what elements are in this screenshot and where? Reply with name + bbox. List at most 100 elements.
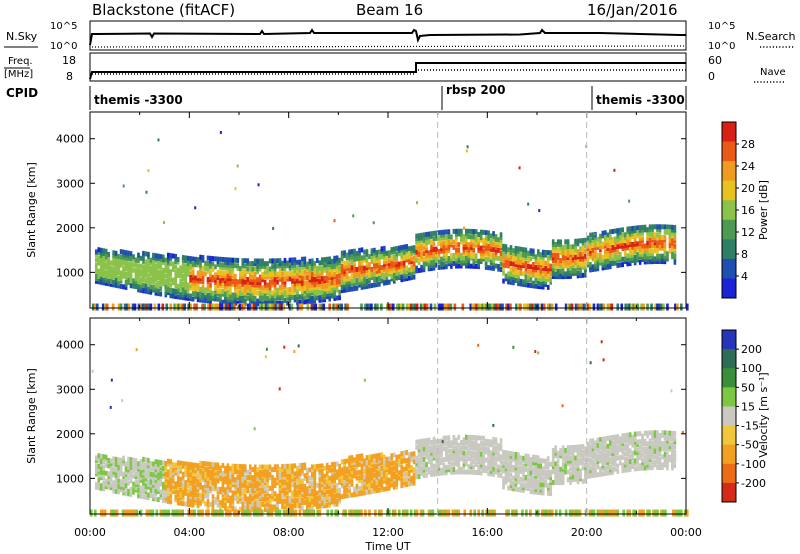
range-gate-cell bbox=[166, 260, 170, 266]
range-gate-cell bbox=[432, 260, 436, 266]
range-gate-cell bbox=[355, 489, 359, 495]
range-gate-cell bbox=[147, 281, 150, 287]
range-gate-cell bbox=[368, 484, 371, 490]
range-gate-cell bbox=[281, 474, 284, 480]
range-gate-cell bbox=[261, 293, 264, 299]
range-gate-cell bbox=[189, 285, 192, 291]
range-gate-cell bbox=[199, 294, 202, 300]
range-gate-cell bbox=[375, 485, 379, 491]
range-gate-cell bbox=[422, 465, 426, 471]
range-gate-cell bbox=[363, 458, 366, 464]
range-gate-cell bbox=[437, 259, 441, 265]
range-gate-cell bbox=[522, 252, 525, 258]
range-gate-cell bbox=[159, 259, 163, 265]
range-gate-cell bbox=[219, 489, 222, 495]
range-gate-cell bbox=[663, 259, 667, 265]
range-gate-cell bbox=[343, 488, 346, 494]
range-gate-cell bbox=[504, 450, 508, 456]
range-gate-cell bbox=[189, 274, 192, 280]
range-gate-cell bbox=[455, 440, 458, 446]
range-gate-cell bbox=[196, 500, 200, 506]
range-gate-cell bbox=[137, 255, 140, 261]
range-gate-cell bbox=[129, 478, 133, 484]
range-gate-cell bbox=[129, 269, 133, 275]
range-gate-cell bbox=[273, 287, 277, 293]
range-gate-cell bbox=[633, 236, 637, 242]
range-gate-cell bbox=[186, 266, 190, 272]
range-gate-cell bbox=[554, 453, 557, 459]
ground-scatter-cell bbox=[201, 303, 204, 311]
range-gate-cell bbox=[104, 457, 108, 463]
range-gate-cell bbox=[291, 482, 294, 488]
range-gate-cell bbox=[405, 458, 408, 464]
ground-scatter-cell bbox=[537, 303, 540, 311]
range-gate-cell bbox=[447, 255, 451, 261]
range-gate-cell bbox=[248, 469, 252, 475]
range-gate-cell bbox=[132, 462, 135, 468]
range-gate-cell bbox=[524, 266, 528, 272]
range-gate-cell bbox=[601, 265, 605, 271]
range-gate-cell bbox=[132, 262, 135, 268]
range-gate-cell bbox=[472, 453, 476, 459]
ground-scatter-cell bbox=[272, 303, 276, 311]
range-gate-cell bbox=[467, 442, 471, 448]
range-gate-cell bbox=[224, 471, 227, 477]
range-gate-cell bbox=[286, 300, 289, 306]
range-gate-cell bbox=[549, 488, 553, 494]
range-gate-cell bbox=[388, 268, 391, 274]
range-gate-cell bbox=[673, 238, 677, 244]
ground-scatter-cell bbox=[439, 303, 443, 311]
range-gate-cell bbox=[345, 284, 349, 290]
range-gate-cell bbox=[129, 253, 133, 259]
range-gate-cell bbox=[395, 454, 399, 460]
range-gate-cell bbox=[380, 484, 384, 490]
range-gate-cell bbox=[348, 468, 351, 474]
range-gate-cell bbox=[176, 500, 180, 506]
range-gate-cell bbox=[266, 285, 269, 291]
range-gate-cell bbox=[313, 263, 317, 269]
range-gate-cell bbox=[487, 463, 490, 469]
range-gate-cell bbox=[546, 284, 550, 290]
range-gate-cell bbox=[99, 456, 103, 462]
range-gate-cell bbox=[574, 268, 577, 274]
range-gate-cell bbox=[109, 458, 113, 464]
range-gate-cell bbox=[181, 292, 185, 298]
range-gate-cell bbox=[487, 238, 490, 244]
range-gate-cell bbox=[638, 235, 642, 241]
range-gate-cell bbox=[455, 228, 458, 234]
range-gate-cell bbox=[301, 478, 304, 484]
range-gate-cell bbox=[378, 474, 381, 480]
range-gate-cell bbox=[306, 293, 309, 299]
range-gate-cell bbox=[455, 231, 458, 237]
range-gate-cell bbox=[323, 294, 327, 300]
range-gate-cell bbox=[633, 244, 637, 250]
range-gate-cell bbox=[328, 489, 331, 495]
range-gate-cell bbox=[447, 229, 451, 235]
range-gate-cell bbox=[497, 472, 500, 478]
range-gate-cell bbox=[179, 482, 182, 488]
range-gate-cell bbox=[509, 464, 513, 470]
range-gate-cell bbox=[102, 264, 106, 270]
range-gate-cell bbox=[489, 260, 493, 266]
range-gate-cell bbox=[186, 493, 190, 499]
range-gate-cell bbox=[514, 457, 518, 463]
range-gate-cell bbox=[395, 256, 399, 262]
range-gate-cell bbox=[248, 263, 252, 269]
range-gate-cell bbox=[157, 283, 160, 289]
ground-scatter-cell bbox=[125, 303, 129, 311]
range-gate-cell bbox=[435, 262, 438, 268]
range-gate-cell bbox=[338, 463, 341, 469]
range-gate-cell bbox=[144, 278, 148, 284]
range-gate-cell bbox=[641, 256, 644, 262]
range-gate-cell bbox=[666, 253, 669, 259]
range-gate-cell bbox=[353, 256, 356, 262]
range-gate-cell bbox=[243, 271, 247, 277]
range-gate-cell bbox=[157, 459, 160, 465]
range-gate-cell bbox=[440, 262, 443, 268]
range-gate-cell bbox=[397, 245, 401, 251]
range-gate-cell bbox=[239, 268, 242, 274]
range-gate-cell bbox=[109, 273, 113, 279]
range-gate-cell bbox=[455, 236, 458, 242]
range-gate-cell bbox=[343, 477, 346, 483]
range-gate-cell bbox=[497, 242, 500, 248]
